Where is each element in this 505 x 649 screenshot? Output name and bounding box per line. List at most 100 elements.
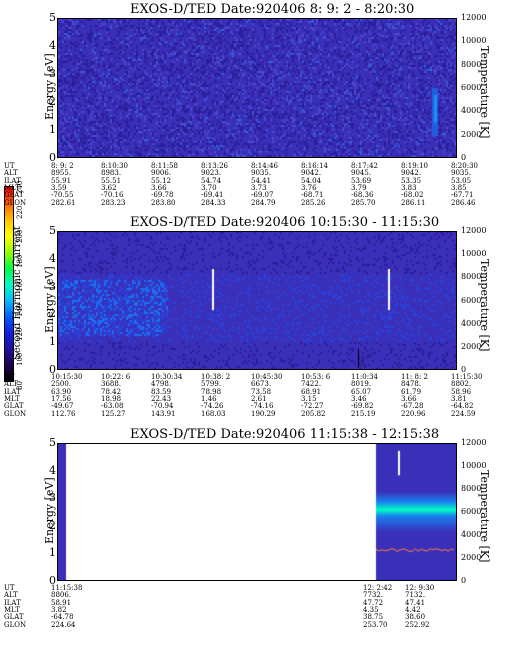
ephemeris-value: 284.79	[251, 198, 276, 207]
ephemeris-value: -63.08	[101, 402, 124, 411]
ephemeris-value: 9045.	[351, 169, 372, 178]
ephemeris-value: 3.85	[451, 183, 467, 192]
y-tick-label: 2	[49, 518, 56, 532]
ephemeris-value: 9006.	[151, 169, 172, 178]
y2-tick-label: 12000	[461, 13, 487, 22]
ephemeris-value: 286.46	[451, 198, 476, 207]
ephemeris-value: 6673.	[251, 380, 272, 389]
ephemeris-value: 3.70	[201, 183, 217, 192]
ephemeris-value: 58.96	[451, 387, 472, 396]
ephemeris-value: -69.82	[351, 402, 374, 411]
y2-tick-label: 4000	[461, 106, 482, 116]
ephemeris-value: 3.82	[51, 605, 67, 614]
ephemeris-value: 47.72	[363, 598, 384, 607]
ephemeris-row-label: GLAT	[4, 613, 24, 622]
ephemeris-value: 220.96	[401, 409, 426, 418]
ephemeris-value: 1.46	[201, 394, 217, 403]
plot-area	[57, 231, 457, 370]
y-tick-label: 2	[49, 95, 56, 108]
ephemeris-value: 7422.	[301, 380, 322, 389]
ephemeris-row-label: ALT	[4, 591, 18, 600]
colorbar-tick: 220	[16, 205, 24, 219]
ephemeris-value: 9042.	[301, 169, 322, 178]
y2-tick-label: 8000	[461, 59, 482, 69]
ephemeris-value: 8983.	[101, 169, 122, 178]
ephemeris-value: 11:15:30	[451, 373, 483, 381]
y2-tick-label: 0	[461, 153, 467, 162]
ephemeris-row-label: ALT	[4, 169, 18, 178]
spectrogram-canvas	[58, 444, 456, 580]
chart-title: EXOS-D/TED Date:920406 11:15:38 - 12:15:…	[130, 427, 440, 442]
ephemeris-value: 3.62	[101, 183, 117, 192]
ephemeris-value: 285.70	[351, 198, 376, 207]
y-tick-label: 0	[49, 363, 56, 376]
ephemeris-row-label: ILAT	[4, 598, 21, 607]
ephemeris-value: 55.12	[151, 176, 172, 185]
ephemeris-value: 7132.	[405, 591, 426, 600]
ephemeris-value: 17.56	[51, 394, 72, 403]
ephemeris-value: 3.76	[301, 183, 317, 192]
ephemeris-value: 10:53: 6	[301, 373, 331, 381]
ephemeris-value: 224.64	[51, 620, 76, 629]
ephemeris-value: 63.90	[51, 387, 72, 396]
ephemeris-value: 68.91	[301, 387, 322, 396]
ephemeris-value: 224.59	[451, 409, 476, 418]
y2-tick-label: 6000	[461, 295, 482, 305]
ephemeris-value: 8:13:26	[201, 162, 228, 170]
y2-tick-label: 2000	[461, 341, 482, 351]
ephemeris-value: 8:16:14	[301, 162, 328, 170]
ephemeris-value: 54.41	[251, 176, 272, 185]
ephemeris-value: 252.92	[405, 620, 430, 629]
ephemeris-value: 78.42	[101, 387, 122, 396]
ephemeris-value: 12: 9:30	[405, 584, 435, 592]
ephemeris-value: 8478.	[401, 380, 422, 389]
ephemeris-value: 10:22: 6	[101, 373, 131, 381]
ephemeris-value: 3.46	[351, 394, 367, 403]
ephemeris-value: -72.27	[301, 402, 324, 411]
ephemeris-value: -69.78	[151, 191, 174, 200]
ephemeris-value: -68.36	[351, 191, 374, 200]
ephemeris-value: 286.11	[401, 198, 426, 207]
y2-axis-label: Temperature [K]	[478, 470, 491, 563]
ephemeris-value: 205.82	[301, 409, 326, 418]
y-axis-label: Energy [eV]	[43, 53, 56, 120]
ephemeris-value: 9035.	[451, 169, 472, 178]
ephemeris-value: 4798.	[151, 380, 172, 389]
y-tick-label: 5	[49, 436, 56, 449]
y-tick-label: 4	[49, 39, 56, 52]
y2-tick-label: 0	[461, 365, 467, 374]
y2-tick-label: 10000	[461, 249, 487, 259]
spectrogram-canvas	[58, 232, 456, 369]
ephemeris-value: 4.42	[405, 605, 421, 614]
ephemeris-row-label: GLAT	[4, 191, 24, 200]
y-tick-label: 3	[49, 67, 56, 80]
y-tick-label: 4	[49, 463, 56, 477]
y2-tick-label: 8000	[461, 484, 482, 493]
y-tick-label: 5	[49, 11, 56, 24]
ephemeris-value: 3.79	[351, 183, 367, 192]
ephemeris-value: -69.41	[201, 191, 224, 200]
ephemeris-value: 53.05	[451, 176, 472, 185]
ephemeris-row-label: MLT	[4, 183, 20, 192]
ephemeris-value: 58.91	[51, 598, 72, 607]
ephemeris-row-label: GLON	[4, 409, 27, 418]
y-tick-label: 1	[49, 123, 56, 136]
y-tick-label: 0	[49, 574, 56, 587]
ephemeris-value: 18.98	[101, 394, 122, 403]
ephemeris-value: -70.16	[101, 191, 124, 200]
ephemeris-value: -67.28	[401, 402, 424, 411]
ephemeris-value: 3.83	[401, 183, 417, 192]
ephemeris-value: 4.35	[363, 605, 379, 614]
y2-tick-label: 6000	[461, 83, 482, 92]
ephemeris-value: 8019.	[351, 380, 372, 389]
ephemeris-value: 11:15:38	[51, 584, 83, 592]
ephemeris-value: 8:11:58	[151, 162, 178, 170]
y-tick-label: 0	[49, 151, 56, 164]
y2-tick-label: 8000	[461, 272, 482, 282]
ephemeris-value: 10:45:30	[251, 373, 283, 381]
ephemeris-row-label: UT	[4, 584, 15, 592]
ephemeris-value: 3.15	[301, 394, 317, 403]
ephemeris-row-label: GLON	[4, 198, 27, 207]
ephemeris-value: 55.51	[101, 176, 122, 185]
ephemeris-value: -69.07	[251, 191, 274, 200]
